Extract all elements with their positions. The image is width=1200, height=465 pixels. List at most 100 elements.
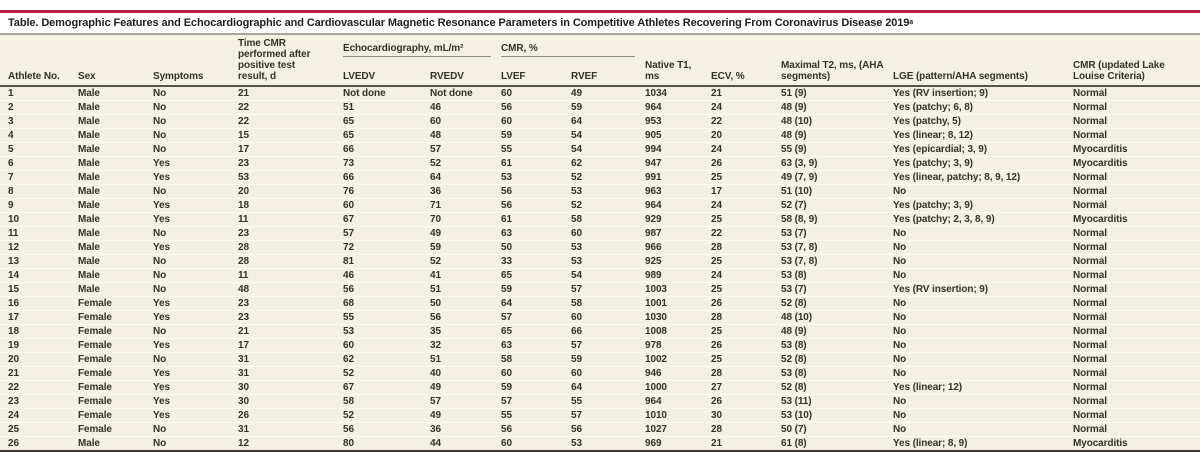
cell-lge: No [893,242,907,253]
cell-cmr-criteria: Myocarditis [1073,144,1128,155]
cell-rvedv: 49 [430,410,441,421]
cell-lge: Yes (patchy, 5) [893,116,961,127]
cell-ecv: 24 [711,200,722,211]
cell-lge: Yes (RV insertion; 9) [893,284,988,295]
cell-lge: No [893,298,907,309]
cell-lvef: 63 [501,228,512,239]
cell-lvedv: 72 [343,242,354,253]
cell-ecv: 24 [711,270,722,281]
cell-lge: No [893,424,907,435]
cell-cmr-criteria: Normal [1073,172,1107,183]
cell-symptoms: Yes [153,396,170,407]
cell-ecv: 28 [711,424,722,435]
cell-maximal-t2: 50 (7) [781,424,807,435]
cell-rvef: 62 [571,158,582,169]
cell-lvef: 57 [501,312,512,323]
cell-rvedv: 57 [430,144,441,155]
cell-athlete-no: 26 [8,438,19,449]
table-row: 21 Female Yes 31 52 40 60 60 946 28 53 (… [0,366,1200,381]
cell-maximal-t2: 53 (7, 8) [781,242,818,253]
cell-ecv: 21 [711,438,722,449]
cell-maximal-t2: 53 (7) [781,228,807,239]
cell-rvedv: 50 [430,298,441,309]
cell-time-cmr: 28 [238,242,249,253]
cell-maximal-t2: 48 (9) [781,130,807,141]
cell-native-t1: 946 [645,368,662,379]
cell-lge: No [893,396,907,407]
cell-athlete-no: 1 [8,88,14,99]
cell-rvef: 60 [571,228,582,239]
cell-native-t1: 964 [645,102,662,113]
table-title: Table. Demographic Features and Echocard… [0,13,1200,33]
column-header-lvef: LVEF [501,58,572,87]
cell-cmr-criteria: Normal [1073,102,1107,113]
cell-sex: Male [78,102,100,113]
cell-rvef: 60 [571,312,582,323]
cell-ecv: 26 [711,396,722,407]
cell-rvef: 59 [571,102,582,113]
cell-rvedv: 60 [430,116,441,127]
cell-rvef: 57 [571,410,582,421]
cell-time-cmr: 23 [238,228,249,239]
cell-lge: Yes (patchy; 2, 3, 8, 9) [893,214,995,225]
cell-ecv: 17 [711,186,722,197]
cell-sex: Female [78,298,112,309]
cell-cmr-criteria: Normal [1073,424,1107,435]
cell-sex: Male [78,438,100,449]
cell-sex: Female [78,312,112,323]
cell-lvef: 50 [501,242,512,253]
table-row: 6 Male Yes 23 73 52 61 62 947 26 63 (3, … [0,156,1200,171]
top-red-rule [0,10,1200,13]
cell-rvedv: 49 [430,228,441,239]
cell-maximal-t2: 53 (7) [781,284,807,295]
cell-ecv: 28 [711,368,722,379]
cell-athlete-no: 12 [8,242,19,253]
column-group-cmr-percent: CMR, % [501,35,645,58]
cell-lvef: 59 [501,382,512,393]
table-row: 17 Female Yes 23 55 56 57 60 1030 28 48 … [0,310,1200,325]
cell-sex: Male [78,130,100,141]
cell-native-t1: 963 [645,186,662,197]
table-body: 1 Male No 21 Not done Not done 60 49 103… [0,86,1200,451]
cell-native-t1: 964 [645,396,662,407]
cell-cmr-criteria: Normal [1073,242,1107,253]
column-header-sex: Sex [78,35,153,87]
cell-lvedv: 62 [343,354,354,365]
cell-cmr-criteria: Myocarditis [1073,214,1128,225]
cell-native-t1: 991 [645,172,662,183]
cell-time-cmr: 23 [238,158,249,169]
table-row: 24 Female Yes 26 52 49 55 57 1010 30 53 … [0,408,1200,423]
column-header-maximal-t2: Maximal T2, ms, (AHA segments) [781,35,894,87]
cell-rvef: 54 [571,130,582,141]
cell-lge: No [893,368,907,379]
cell-native-t1: 905 [645,130,662,141]
cell-athlete-no: 17 [8,312,19,323]
cell-time-cmr: 18 [238,200,249,211]
cell-symptoms: No [153,424,167,435]
table-row: 12 Male Yes 28 72 59 50 53 966 28 53 (7,… [0,240,1200,255]
cell-lvedv: Not done [343,88,386,99]
cell-native-t1: 1002 [645,354,667,365]
table-row: 1 Male No 21 Not done Not done 60 49 103… [0,86,1200,101]
cell-lge: Yes (linear; 8, 9) [893,438,968,449]
table-row: 7 Male Yes 53 66 64 53 52 991 25 49 (7, … [0,170,1200,185]
cell-rvedv: Not done [430,88,473,99]
cell-sex: Female [78,368,112,379]
cell-lge: No [893,186,907,197]
cell-lvef: 56 [501,102,512,113]
cell-lvedv: 76 [343,186,354,197]
cell-athlete-no: 6 [8,158,14,169]
column-header-cmr-lake-louise: CMR (updated Lake Louise Criteria) [1073,35,1200,87]
cell-maximal-t2: 48 (9) [781,326,807,337]
table-row: 13 Male No 28 81 52 33 53 925 25 53 (7, … [0,254,1200,269]
cell-rvedv: 57 [430,396,441,407]
cell-symptoms: Yes [153,340,170,351]
table-row: 9 Male Yes 18 60 71 56 52 964 24 52 (7) … [0,198,1200,213]
cell-rvef: 52 [571,172,582,183]
cell-lvef: 56 [501,424,512,435]
cell-time-cmr: 28 [238,256,249,267]
column-header-rvef: RVEF [571,58,646,87]
cell-time-cmr: 48 [238,284,249,295]
cell-lvedv: 57 [343,228,354,239]
cell-lvef: 57 [501,396,512,407]
